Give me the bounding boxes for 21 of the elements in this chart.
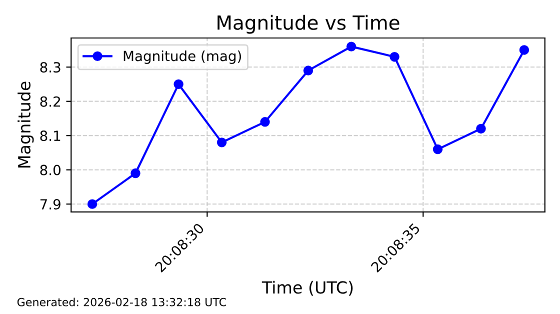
point	[476, 124, 486, 134]
y-tick-label: 7.9	[40, 199, 60, 210]
legend-label: Magnitude (mag)	[124, 50, 242, 64]
y-tick-label: 8.0	[40, 164, 60, 176]
x-axis-title: Time (UTC)	[262, 280, 353, 296]
point	[260, 117, 270, 127]
point	[519, 45, 530, 55]
point	[130, 168, 140, 178]
point	[303, 66, 314, 76]
point	[87, 199, 98, 209]
point	[390, 52, 400, 62]
chart-title: Magnitude vs Time	[218, 14, 400, 34]
y-axis-title: Magnitude	[18, 82, 34, 168]
point	[432, 144, 443, 154]
point	[216, 138, 227, 148]
point	[174, 79, 184, 90]
text: Generated: 2026-02-18 13:32:18 UTC	[17, 298, 226, 306]
y-tick-label: 8.2	[40, 96, 60, 107]
y-tick-label: 8.1	[40, 130, 60, 142]
y-tick-label: 8.3	[40, 62, 60, 73]
point	[346, 42, 356, 52]
